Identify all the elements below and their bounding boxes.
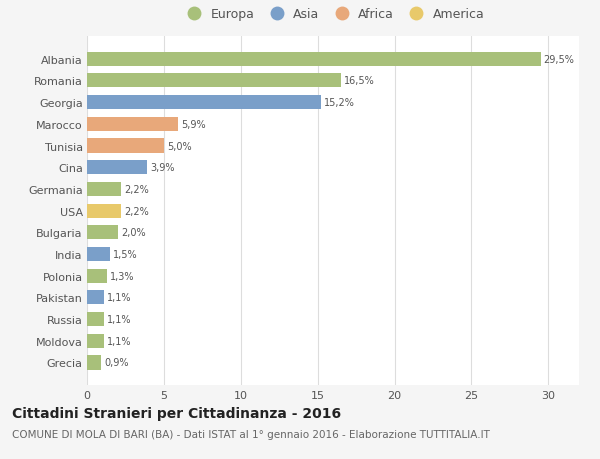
- Text: 1,1%: 1,1%: [107, 314, 131, 325]
- Bar: [87, 334, 104, 348]
- Text: 3,9%: 3,9%: [150, 163, 175, 173]
- Text: 15,2%: 15,2%: [324, 98, 355, 108]
- Text: 0,9%: 0,9%: [104, 358, 128, 368]
- Text: 2,2%: 2,2%: [124, 185, 149, 195]
- Bar: [87, 161, 147, 175]
- Bar: [87, 247, 110, 262]
- Text: 16,5%: 16,5%: [344, 76, 374, 86]
- Text: 2,0%: 2,0%: [121, 228, 145, 238]
- Text: 5,9%: 5,9%: [181, 119, 205, 129]
- Bar: [87, 74, 341, 88]
- Text: COMUNE DI MOLA DI BARI (BA) - Dati ISTAT al 1° gennaio 2016 - Elaborazione TUTTI: COMUNE DI MOLA DI BARI (BA) - Dati ISTAT…: [12, 429, 490, 439]
- Bar: [87, 96, 320, 110]
- Bar: [87, 183, 121, 196]
- Legend: Europa, Asia, Africa, America: Europa, Asia, Africa, America: [179, 6, 487, 23]
- Bar: [87, 53, 541, 67]
- Bar: [87, 269, 107, 283]
- Bar: [87, 356, 101, 369]
- Text: Cittadini Stranieri per Cittadinanza - 2016: Cittadini Stranieri per Cittadinanza - 2…: [12, 406, 341, 420]
- Bar: [87, 226, 118, 240]
- Bar: [87, 118, 178, 132]
- Text: 1,3%: 1,3%: [110, 271, 134, 281]
- Bar: [87, 204, 121, 218]
- Text: 2,2%: 2,2%: [124, 206, 149, 216]
- Text: 29,5%: 29,5%: [544, 55, 575, 65]
- Text: 1,1%: 1,1%: [107, 293, 131, 303]
- Bar: [87, 312, 104, 326]
- Bar: [87, 139, 164, 153]
- Bar: [87, 291, 104, 305]
- Text: 1,5%: 1,5%: [113, 249, 138, 259]
- Text: 5,0%: 5,0%: [167, 141, 191, 151]
- Text: 1,1%: 1,1%: [107, 336, 131, 346]
